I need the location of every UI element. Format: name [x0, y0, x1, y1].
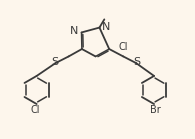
Text: N: N	[102, 22, 110, 32]
Text: S: S	[52, 57, 59, 66]
Text: Cl: Cl	[31, 105, 40, 115]
Text: S: S	[133, 57, 140, 66]
Text: Cl: Cl	[119, 42, 128, 52]
Text: N: N	[70, 26, 79, 36]
Text: Br: Br	[150, 105, 160, 115]
